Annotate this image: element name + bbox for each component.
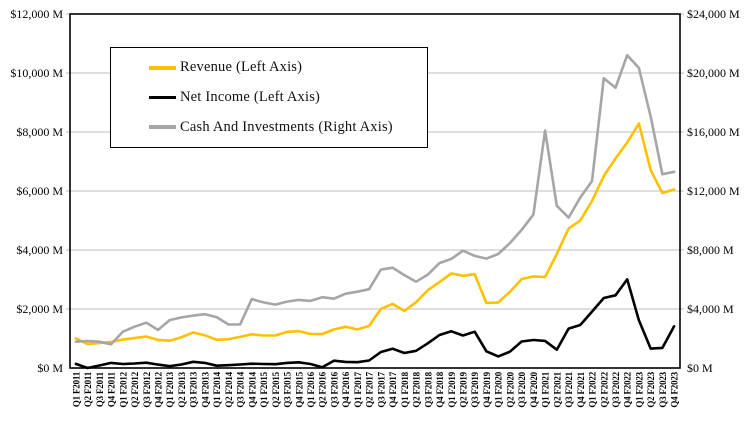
right-axis-tick-label: $0 M xyxy=(687,361,713,375)
x-axis-tick-label: Q3 F2011 xyxy=(95,371,105,407)
x-axis-tick-label: Q4 F2015 xyxy=(294,371,304,407)
x-axis-tick-label: Q3 F2012 xyxy=(142,371,152,407)
legend-label-net-income: Net Income (Left Axis) xyxy=(180,88,321,105)
cash-and-investments-line xyxy=(74,53,676,346)
x-axis-tick-label: Q2 F2015 xyxy=(271,371,281,407)
x-axis-tick-label: Q2 F2017 xyxy=(365,371,375,407)
plot-border xyxy=(69,13,681,369)
x-axis-tick-label: Q2 F2021 xyxy=(552,371,562,407)
legend-item-net-income: Net Income (Left Axis) xyxy=(149,89,427,106)
legend-label-cash-and-investments: Cash And Investments (Right Axis) xyxy=(180,118,393,135)
x-axis-tick-label: Q3 F2023 xyxy=(658,371,668,407)
right-axis-tick-label: $20,000 M xyxy=(687,66,740,80)
x-axis-tick-label: Q1 F2022 xyxy=(588,371,598,407)
x-axis-tick-label: Q3 F2020 xyxy=(517,371,527,407)
x-axis-tick-label: Q4 F2018 xyxy=(435,371,445,407)
x-axis-tick-label: Q4 F2022 xyxy=(623,371,633,407)
x-axis-tick-label: Q3 F2022 xyxy=(611,371,621,407)
x-axis-tick-label: Q4 F2023 xyxy=(670,371,680,407)
revenue-line-swatch xyxy=(149,66,176,70)
right-axis-tick-label: $12,000 M xyxy=(687,184,740,198)
x-axis-tick-label: Q2 F2019 xyxy=(458,371,468,407)
legend-label-revenue: Revenue (Left Axis) xyxy=(180,59,303,76)
left-axis-tick-label: $8,000 M xyxy=(16,125,63,139)
x-axis-tick-label: Q2 F2022 xyxy=(599,371,609,407)
x-axis-tick-label: Q1 F2018 xyxy=(400,371,410,407)
revenue-line xyxy=(74,122,676,346)
x-axis-tick-label: Q2 F2012 xyxy=(130,371,140,407)
left-axis-tick-label: $10,000 M xyxy=(10,66,63,80)
right-axis-tick-label: $8,000 M xyxy=(687,243,734,257)
x-axis-tick-label: Q1 F2015 xyxy=(259,371,269,407)
x-axis-tick-label: Q1 F2014 xyxy=(212,371,222,407)
x-axis-tick-label: Q1 F2013 xyxy=(165,371,175,407)
x-axis-tick-label: Q1 F2017 xyxy=(353,371,363,407)
x-axis-tick-label: Q4 F2017 xyxy=(388,371,398,407)
x-axis-tick-label: Q2 F2018 xyxy=(412,371,422,407)
x-axis-tick-label: Q3 F2018 xyxy=(423,371,433,407)
right-axis-tick-label: $4,000 M xyxy=(687,302,734,316)
x-axis-tick-label: Q4 F2014 xyxy=(247,371,257,407)
left-axis-tick-label: $12,000 M xyxy=(10,7,63,21)
x-axis-tick-label: Q4 F2012 xyxy=(153,371,163,407)
x-axis-tick-label: Q3 F2017 xyxy=(376,371,386,407)
x-axis-tick-label: Q1 F2011 xyxy=(71,371,81,407)
x-axis-tick-label: Q3 F2014 xyxy=(236,371,246,407)
left-axis-tick-label: $2,000 M xyxy=(16,302,63,316)
chart-legend: Revenue (Left Axis) Net Income (Left Axi… xyxy=(110,47,428,148)
x-axis-tick-label: Q4 F2019 xyxy=(482,371,492,407)
x-axis-tick-label: Q3 F2013 xyxy=(189,371,199,407)
x-axis-tick-label: Q4 F2021 xyxy=(576,371,586,407)
right-axis-tick-label: $24,000 M xyxy=(687,7,740,21)
x-axis-tick-label: Q2 F2011 xyxy=(83,371,93,407)
legend-item-revenue: Revenue (Left Axis) xyxy=(149,59,427,76)
x-axis-tick-label: Q3 F2016 xyxy=(329,371,339,407)
x-axis-tick-label: Q4 F2020 xyxy=(529,371,539,407)
x-axis-tick-label: Q2 F2020 xyxy=(505,371,515,407)
x-axis-tick-label: Q1 F2016 xyxy=(306,371,316,407)
x-axis-tick-label: Q1 F2019 xyxy=(447,371,457,407)
x-axis-tick-label: Q3 F2021 xyxy=(564,371,574,407)
x-axis-tick-label: Q2 F2023 xyxy=(646,371,656,407)
x-axis-tick-label: Q2 F2016 xyxy=(318,371,328,407)
x-axis-tick-label: Q3 F2015 xyxy=(283,371,293,407)
x-axis-tick-label: Q2 F2014 xyxy=(224,371,234,407)
right-axis-tick-label: $16,000 M xyxy=(687,125,740,139)
x-axis-tick-label: Q4 F2016 xyxy=(341,371,351,407)
left-axis-tick-label: $6,000 M xyxy=(16,184,63,198)
x-axis-tick-label: Q1 F2023 xyxy=(634,371,644,407)
net-income-line-swatch xyxy=(149,95,176,100)
x-axis-tick-label: Q4 F2011 xyxy=(107,371,117,407)
x-axis-tick-label: Q3 F2019 xyxy=(470,371,480,407)
left-axis-tick-label: $0 M xyxy=(37,361,63,375)
x-axis-tick-label: Q1 F2020 xyxy=(494,371,504,407)
x-axis-tick-label: Q1 F2021 xyxy=(541,371,551,407)
left-axis-tick-label: $4,000 M xyxy=(16,243,63,257)
legend-item-cash-and-investments: Cash And Investments (Right Axis) xyxy=(149,119,427,136)
x-axis-tick-label: Q4 F2013 xyxy=(200,371,210,407)
x-axis-tick-label: Q2 F2013 xyxy=(177,371,187,407)
cash-and-investments-line-swatch xyxy=(149,125,176,129)
net-income-line xyxy=(74,278,676,370)
x-axis-tick-label: Q1 F2012 xyxy=(118,371,128,407)
